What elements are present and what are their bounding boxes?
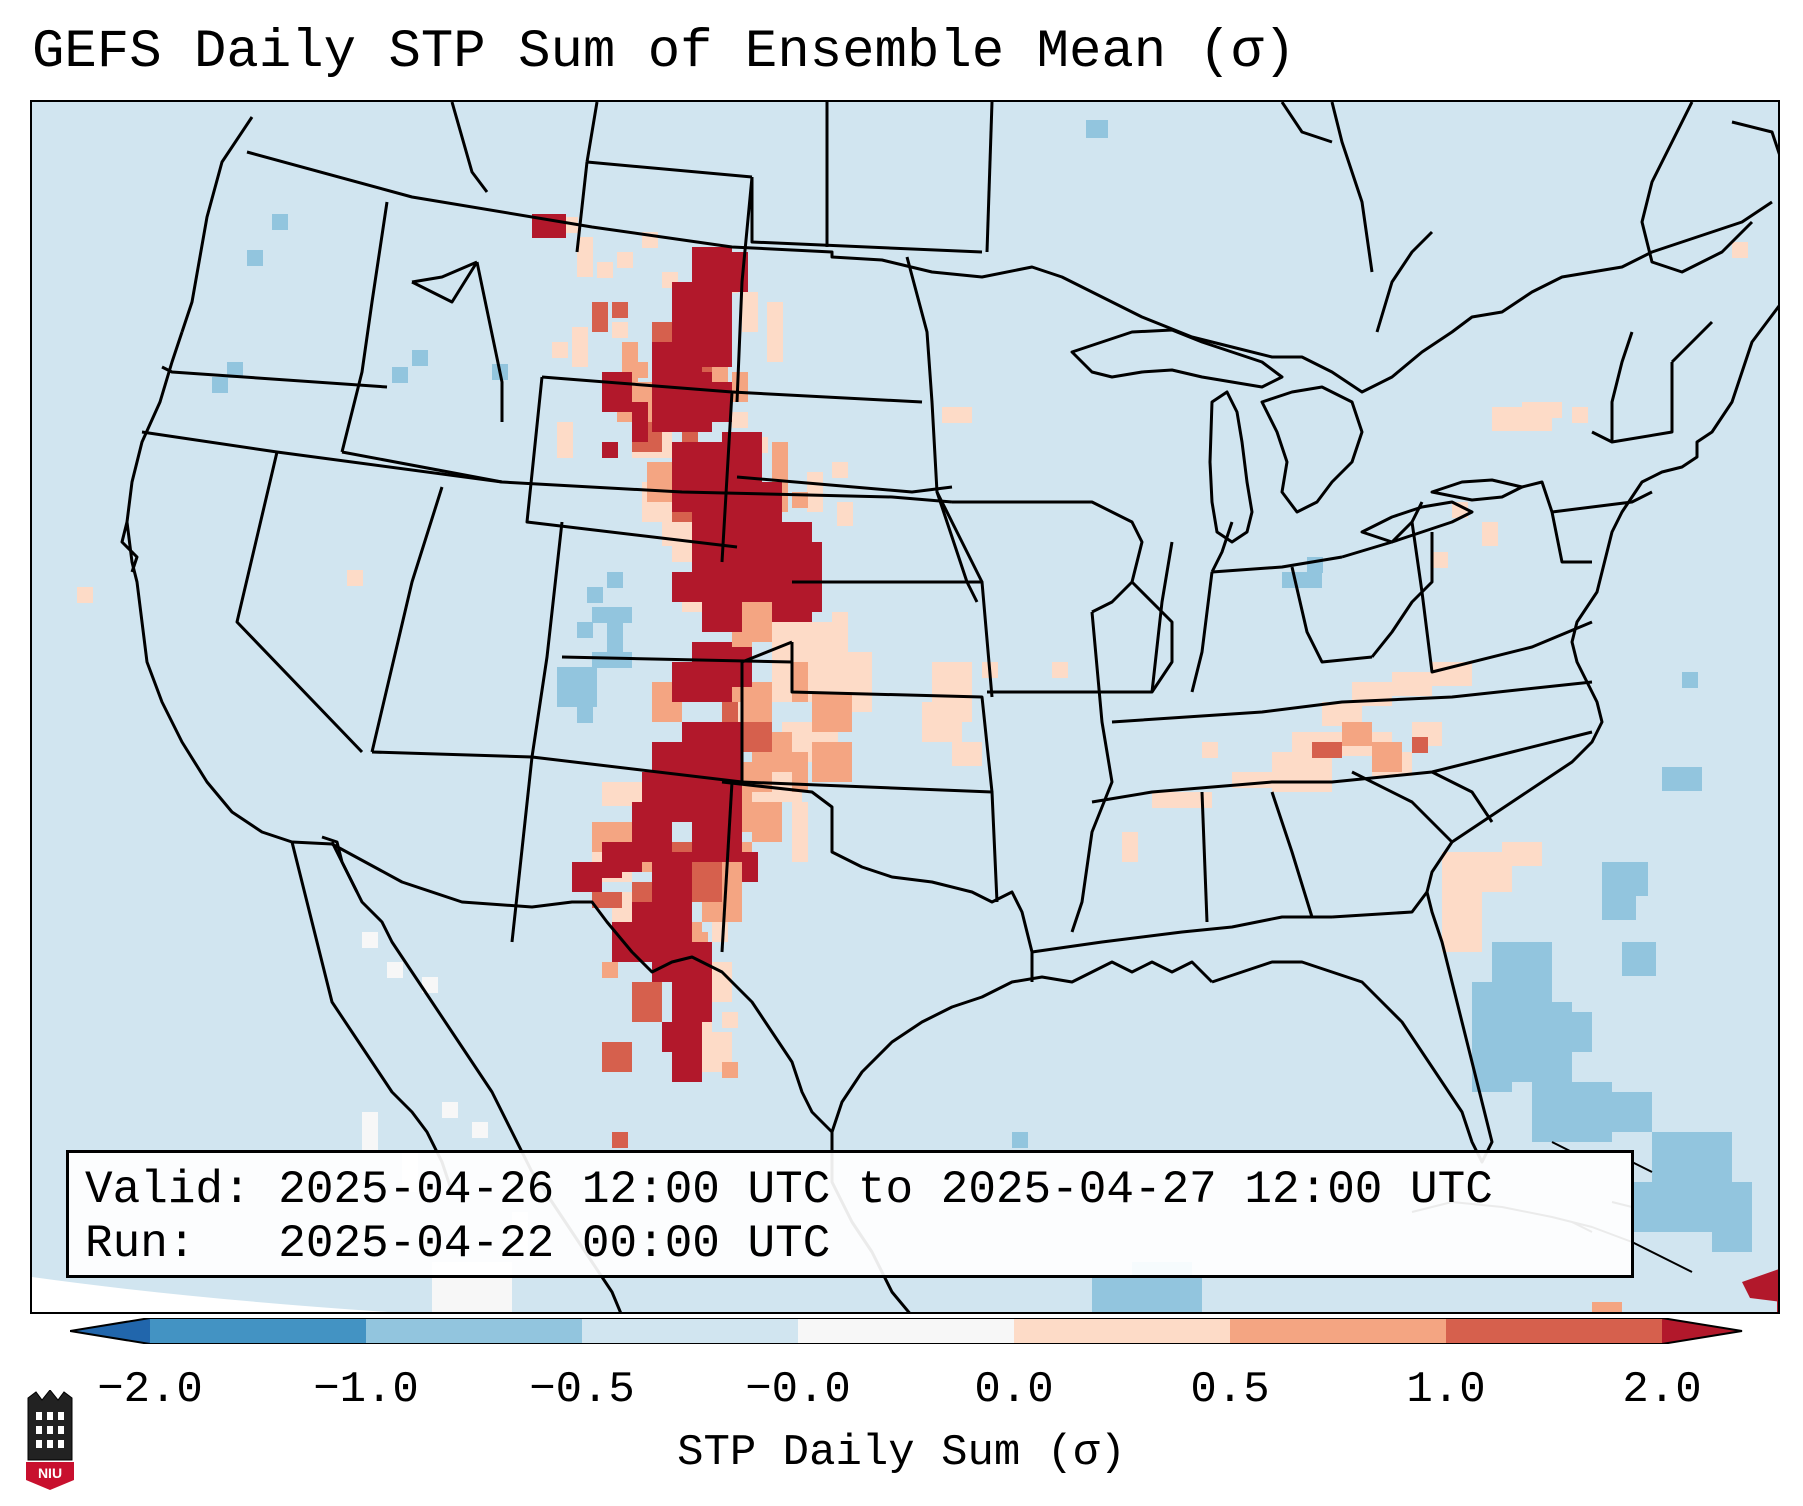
logo-text: NIU	[38, 1465, 62, 1481]
colorbar-tick-label: −0.5	[529, 1365, 635, 1415]
colorbar-segment-1	[366, 1318, 582, 1344]
run-time-line: Run: 2025-04-22 00:00 UTC	[85, 1218, 831, 1270]
validity-info-box: Valid: 2025-04-26 12:00 UTC to 2025-04-2…	[66, 1150, 1634, 1278]
colorbar	[70, 1318, 1743, 1344]
colorbar-segment-6	[1446, 1318, 1662, 1344]
colorbar-tick-label: 0.0	[974, 1365, 1054, 1415]
colorbar-tick-label: 0.5	[1190, 1365, 1270, 1415]
niu-logo-icon: NIU	[26, 1390, 74, 1490]
valid-time-line: Valid: 2025-04-26 12:00 UTC to 2025-04-2…	[85, 1164, 1493, 1216]
map-canvas	[32, 102, 1778, 1312]
negative-anomaly-cells	[212, 120, 1752, 1312]
colorbar-segment-3	[798, 1318, 1014, 1344]
map-panel	[30, 100, 1780, 1314]
colorbar-segment-4	[1014, 1318, 1230, 1344]
colorbar-segment-2	[582, 1318, 798, 1344]
map-title: GEFS Daily STP Sum of Ensemble Mean (σ)	[32, 22, 1296, 83]
colorbar-segment-0	[150, 1318, 366, 1344]
colorbar-under-arrow	[70, 1318, 150, 1344]
colorbar-tick-label: 2.0	[1622, 1365, 1702, 1415]
colorbar-tick-label: −2.0	[97, 1365, 203, 1415]
colorbar-over-arrow	[1662, 1318, 1742, 1344]
boundaries	[120, 102, 1778, 1312]
colorbar-label: STP Daily Sum (σ)	[677, 1428, 1126, 1478]
colorbar-tick-label: −0.0	[745, 1365, 851, 1415]
colorbar-tick-label: −1.0	[313, 1365, 419, 1415]
out-of-domain-region	[32, 1277, 389, 1312]
colorbar-outline	[70, 1318, 1743, 1344]
colorbar-tick-label: 1.0	[1406, 1365, 1486, 1415]
colorbar-segment-5	[1230, 1318, 1446, 1344]
extreme-positive-cells	[532, 214, 1778, 1312]
